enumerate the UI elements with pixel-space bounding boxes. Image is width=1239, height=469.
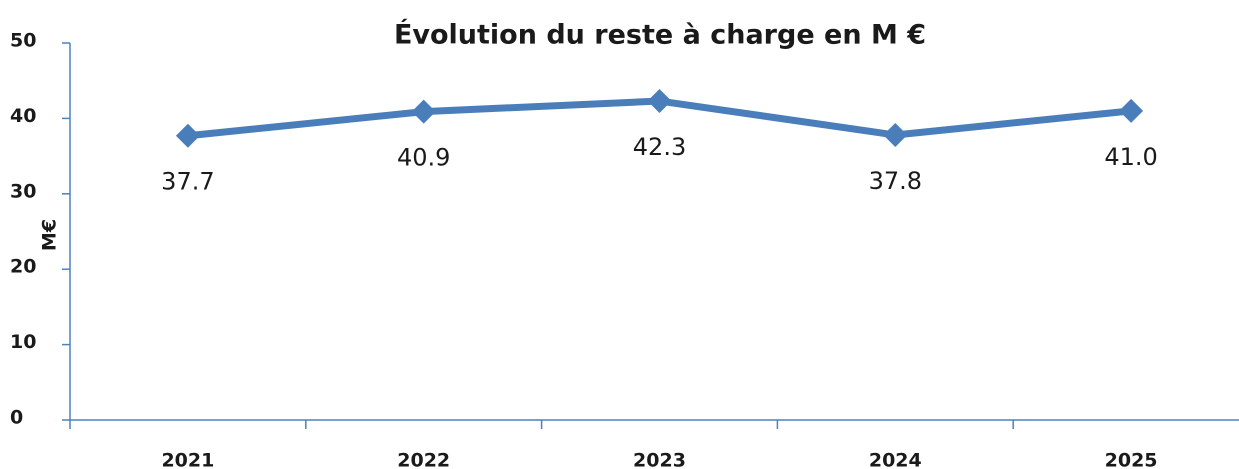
y-tick-label: 0	[10, 407, 23, 429]
x-tick-label: 2025	[1105, 450, 1158, 469]
data-label: 41.0	[1104, 143, 1157, 171]
y-tick-label: 20	[10, 256, 36, 278]
y-tick-label: 40	[10, 105, 36, 127]
x-tick-label: 2021	[161, 450, 214, 469]
x-tick-label: 2024	[869, 450, 922, 469]
data-label: 42.3	[633, 133, 686, 161]
data-label: 40.9	[397, 144, 450, 172]
y-axis-label: M€	[39, 219, 61, 251]
y-tick-label: 10	[10, 331, 36, 353]
data-label: 37.7	[161, 168, 214, 196]
y-tick-label: 50	[10, 30, 36, 52]
x-tick-label: 2023	[633, 450, 686, 469]
data-point	[1119, 98, 1144, 123]
data-point	[647, 89, 672, 114]
data-point	[175, 123, 200, 148]
data-label: 37.8	[869, 167, 922, 195]
data-point	[883, 122, 908, 147]
chart-title: Évolution du reste à charge en M €	[394, 19, 926, 51]
data-point	[411, 99, 436, 124]
y-tick-label: 30	[10, 180, 36, 202]
x-tick-label: 2022	[397, 450, 450, 469]
